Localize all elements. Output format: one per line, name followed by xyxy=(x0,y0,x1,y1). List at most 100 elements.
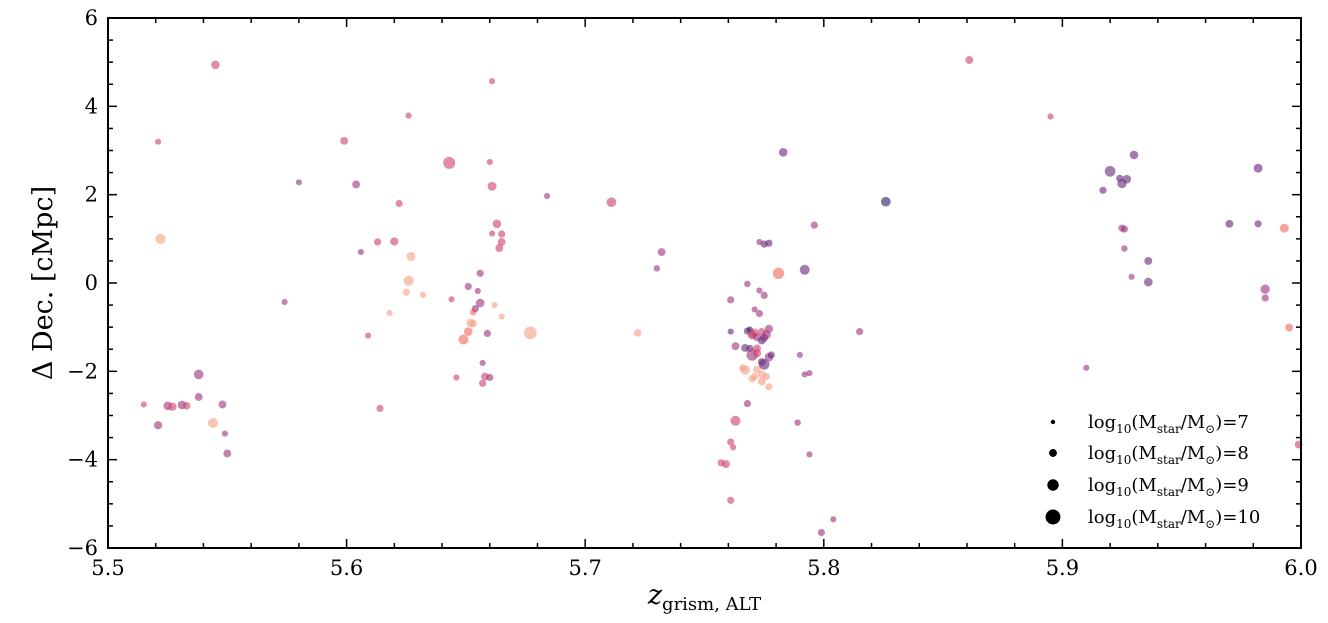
data-point xyxy=(796,351,803,359)
data-point xyxy=(357,249,364,256)
y-tick-label: −4 xyxy=(67,448,98,472)
data-point xyxy=(405,112,412,119)
legend-marker xyxy=(1050,419,1056,425)
data-point xyxy=(801,371,808,378)
data-point xyxy=(1144,277,1153,287)
data-point xyxy=(1225,219,1234,228)
data-point xyxy=(806,451,813,458)
data-point xyxy=(856,328,864,336)
data-point xyxy=(772,267,785,279)
data-point xyxy=(799,264,810,275)
legend-label: log10(Mstar/M⊙)=9 xyxy=(1088,475,1249,499)
data-point xyxy=(1099,186,1107,194)
data-point xyxy=(1047,113,1054,120)
data-point xyxy=(1104,165,1116,177)
data-point xyxy=(340,136,349,145)
legend-label-part: )=9 xyxy=(1215,475,1249,496)
data-point xyxy=(487,181,497,191)
x-tick-label: 5.6 xyxy=(330,556,363,580)
data-point xyxy=(727,296,735,304)
data-point xyxy=(376,404,384,412)
data-point xyxy=(491,302,498,309)
x-axis-label-subscript: grism, ALT xyxy=(662,594,761,615)
data-point xyxy=(479,359,486,366)
data-point xyxy=(1122,174,1132,184)
data-point xyxy=(469,319,477,328)
data-point xyxy=(794,419,801,426)
data-point xyxy=(1129,150,1139,160)
data-point xyxy=(489,230,496,237)
legend-label-part: log xyxy=(1088,507,1116,528)
data-point xyxy=(817,528,826,537)
data-point xyxy=(1121,245,1128,252)
legend-label-part: 10 xyxy=(1116,422,1131,436)
data-point xyxy=(498,313,505,320)
y-axis-label: Δ Dec. [cMpc] xyxy=(28,186,59,380)
data-point xyxy=(657,248,666,257)
legend-label-part: star xyxy=(1157,453,1181,467)
data-point xyxy=(386,309,393,317)
legend-label-part: ⊙ xyxy=(1205,453,1215,467)
data-point xyxy=(155,138,162,145)
data-point xyxy=(756,287,763,294)
legend-label-part: /M xyxy=(1181,507,1206,528)
legend-label-part: 10 xyxy=(1116,485,1131,499)
data-point xyxy=(365,332,372,339)
plot-frame xyxy=(107,17,1302,549)
legend-label-part: /M xyxy=(1181,475,1206,496)
legend-label-part: )=8 xyxy=(1215,443,1249,464)
data-point xyxy=(765,383,773,391)
data-point xyxy=(765,239,773,247)
data-point xyxy=(223,449,232,458)
data-point xyxy=(753,365,761,374)
legend-label-part: 10 xyxy=(1116,453,1131,467)
data-point xyxy=(722,460,730,469)
data-point xyxy=(880,196,891,207)
data-point xyxy=(221,430,228,437)
legend-marker xyxy=(1049,449,1057,457)
data-point xyxy=(497,237,506,246)
legend-label-part: )=7 xyxy=(1215,412,1249,433)
legend-label-part: star xyxy=(1157,517,1181,531)
data-point xyxy=(489,78,496,85)
data-point xyxy=(476,269,484,277)
data-point xyxy=(731,342,740,351)
data-point xyxy=(1285,323,1294,332)
x-tick-label: 5.5 xyxy=(91,556,124,580)
data-point xyxy=(543,192,551,200)
data-point xyxy=(751,373,759,381)
legend: log10(Mstar/M⊙)=7log10(Mstar/M⊙)=8log10(… xyxy=(1045,412,1260,531)
legend-label-part: log xyxy=(1088,475,1116,496)
data-point xyxy=(471,305,479,313)
data-point xyxy=(1128,273,1135,280)
y-tick-label: 6 xyxy=(85,6,98,30)
data-point xyxy=(153,421,163,430)
legend-label-part: ⊙ xyxy=(1205,485,1215,499)
data-point xyxy=(806,370,813,377)
data-point xyxy=(727,496,735,504)
data-point xyxy=(474,287,481,294)
data-point xyxy=(1253,163,1263,173)
data-point xyxy=(965,56,974,64)
data-point xyxy=(443,156,456,169)
data-point xyxy=(1120,225,1128,233)
data-point xyxy=(1254,220,1262,228)
legend-marker xyxy=(1047,479,1059,491)
legend-label: log10(Mstar/M⊙)=10 xyxy=(1088,507,1260,531)
data-point xyxy=(606,197,617,208)
data-point xyxy=(1260,284,1270,294)
data-point xyxy=(758,358,770,370)
tick-labels: 5.5 5.6 5.7 5.8 5.9 6.0 −6 −4 −2 0 2 4 6 xyxy=(67,6,1318,580)
legend-label-part: )=10 xyxy=(1215,507,1260,528)
x-tick-label: 5.9 xyxy=(1046,556,1079,580)
data-point xyxy=(374,238,382,246)
legend-label-part: (M xyxy=(1131,443,1156,464)
x-axis-label-main: z xyxy=(647,580,663,611)
x-axis-label: zgrism, ALT xyxy=(647,580,761,615)
data-point xyxy=(479,379,487,387)
legend-label-part: log xyxy=(1088,443,1116,464)
x-tick-label: 5.8 xyxy=(807,556,840,580)
data-point xyxy=(730,444,737,451)
data-point xyxy=(767,351,775,359)
